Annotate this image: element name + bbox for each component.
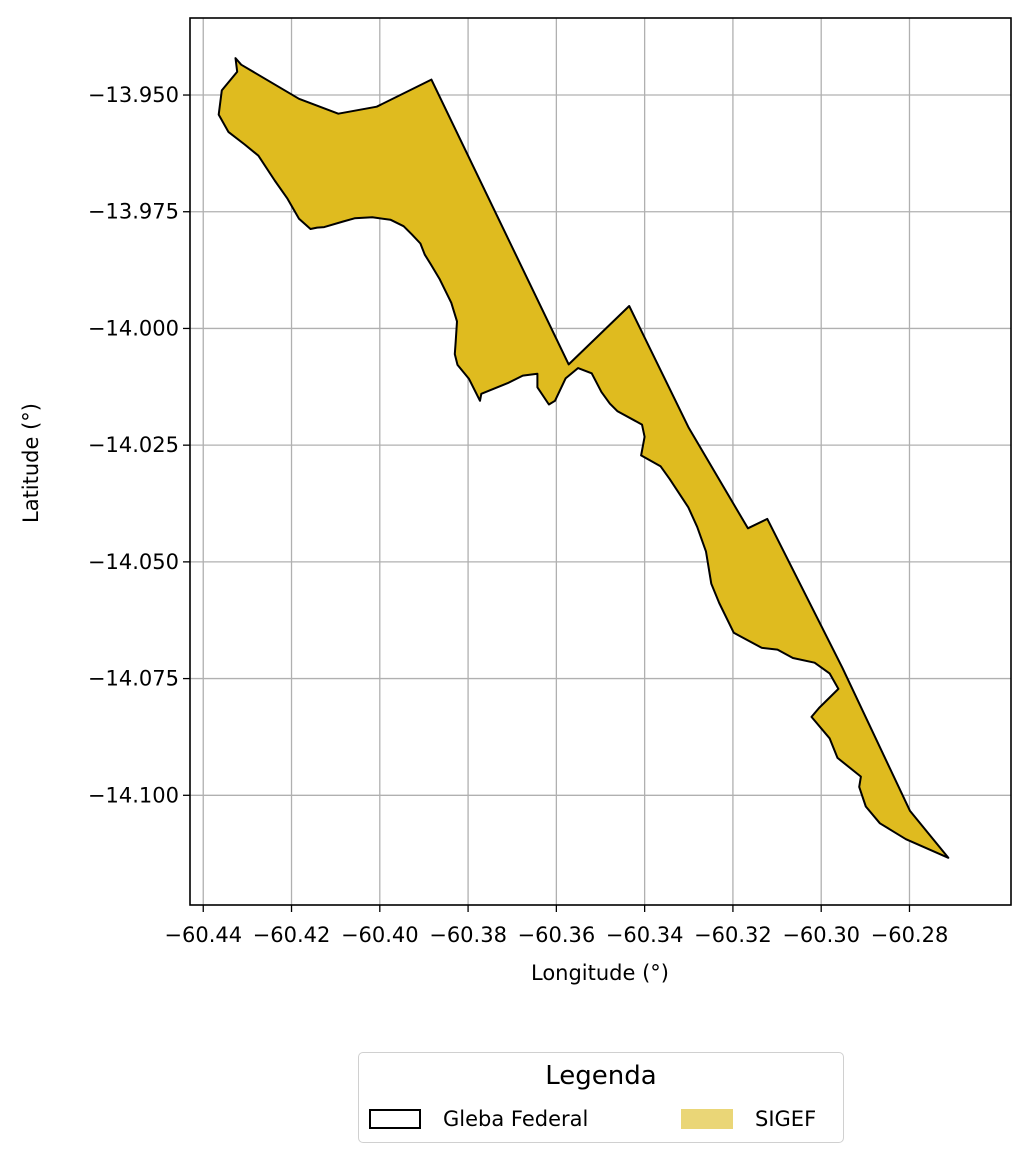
legend-label-gleba-federal: Gleba Federal [443, 1107, 589, 1131]
x-tick-label: −60.32 [694, 923, 772, 947]
y-tick-label: −14.025 [88, 433, 179, 457]
legend-swatch-gleba-federal [369, 1109, 421, 1129]
y-tick-label: −13.975 [88, 200, 179, 224]
x-axis-label: Longitude (°) [531, 961, 669, 985]
y-tick-label: −14.000 [88, 316, 179, 340]
legend-item-sigef: SIGEF [681, 1107, 816, 1131]
y-tick-label: −14.050 [88, 550, 179, 574]
x-tick-label: −60.38 [429, 923, 507, 947]
x-tick-label: −60.36 [518, 923, 596, 947]
feature-layer [217, 57, 950, 859]
x-tick-label: −60.42 [253, 923, 331, 947]
legend-label-sigef: SIGEF [755, 1107, 817, 1131]
polygon-gleba-federal [217, 57, 950, 859]
legend-swatch-sigef [681, 1109, 733, 1129]
y-tick-label: −14.075 [88, 667, 179, 691]
legend-title: Legenda [545, 1061, 657, 1091]
tick-layer: −60.44 −60.42 −60.40 −60.38 −60.36 −60.34 −60.… [88, 83, 948, 947]
x-tick-label: −60.30 [782, 923, 860, 947]
plot-frame [189, 17, 1012, 906]
y-tick-label: −13.950 [88, 83, 179, 107]
x-tick-label: −60.28 [871, 923, 949, 947]
polygon-sigef [218, 58, 949, 858]
y-tick-label: −14.100 [88, 783, 179, 807]
legend-item-gleba-federal: Gleba Federal [369, 1107, 588, 1131]
legend-box: Legenda Gleba Federal SIGEF [358, 1052, 844, 1143]
x-tick-label: −60.44 [164, 923, 242, 947]
y-axis-label: Latitude (°) [19, 403, 43, 523]
x-tick-label: −60.40 [341, 923, 419, 947]
x-tick-label: −60.34 [606, 923, 684, 947]
